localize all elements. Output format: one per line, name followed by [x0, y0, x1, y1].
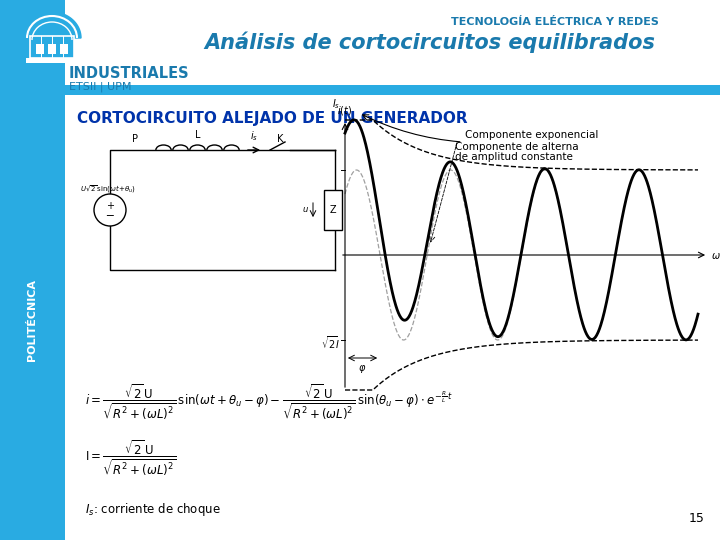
Text: Componente exponencial: Componente exponencial — [464, 130, 598, 140]
Text: $\mathrm{I} = \dfrac{\sqrt{2}\,\mathrm{U}}{\sqrt{R^2+(\omega L)^2}}$: $\mathrm{I} = \dfrac{\sqrt{2}\,\mathrm{U… — [85, 438, 176, 478]
Text: L: L — [194, 130, 200, 140]
Bar — [0, 0, 65, 540]
Text: u: u — [302, 206, 308, 214]
Text: de amplitud constante: de amplitud constante — [454, 152, 572, 162]
Bar — [30, 36, 74, 58]
Bar — [65, 85, 720, 95]
Text: $I_s$: corriente de choque: $I_s$: corriente de choque — [85, 502, 220, 518]
Text: Análisis de cortocircuitos equilibrados: Análisis de cortocircuitos equilibrados — [204, 31, 655, 53]
Text: $\omega t$: $\omega t$ — [711, 249, 720, 261]
Text: K: K — [276, 134, 283, 144]
Polygon shape — [23, 12, 81, 38]
Text: Z: Z — [330, 205, 336, 215]
Bar — [26, 58, 78, 63]
Bar — [48, 44, 56, 54]
Bar — [60, 44, 68, 54]
Text: TECNOLOGÍA ELÉCTRICA Y REDES: TECNOLOGÍA ELÉCTRICA Y REDES — [451, 17, 659, 27]
Text: POLITÉCNICA: POLITÉCNICA — [27, 279, 37, 361]
Text: $U\sqrt{2}\,\sin(\omega t{+}\theta_u)$: $U\sqrt{2}\,\sin(\omega t{+}\theta_u)$ — [80, 184, 136, 195]
Text: +: + — [106, 201, 114, 211]
Bar — [36, 44, 44, 54]
Text: $i_s$: $i_s$ — [250, 129, 258, 143]
Text: $I_s$: $I_s$ — [332, 98, 340, 111]
Text: $i = \dfrac{\sqrt{2}\,\mathrm{U}}{\sqrt{R^2+(\omega L)^2}}\,\sin(\omega t+\theta: $i = \dfrac{\sqrt{2}\,\mathrm{U}}{\sqrt{… — [85, 382, 453, 422]
Text: INDUSTRIALES: INDUSTRIALES — [69, 66, 189, 82]
Text: ─: ─ — [107, 210, 113, 220]
Text: $\sqrt{2}I$: $\sqrt{2}I$ — [321, 335, 340, 352]
Circle shape — [94, 194, 126, 226]
Text: Componente de alterna: Componente de alterna — [454, 142, 578, 152]
Text: $i(t)$: $i(t)$ — [338, 104, 353, 117]
Bar — [0, 0, 65, 95]
Text: $\varphi$: $\varphi$ — [359, 363, 366, 375]
Bar — [324, 190, 342, 230]
Text: ETSII | UPM: ETSII | UPM — [69, 82, 132, 92]
Text: CORTOCIRCUITO ALEJADO DE UN GENERADOR: CORTOCIRCUITO ALEJADO DE UN GENERADOR — [77, 111, 467, 125]
Text: P: P — [132, 134, 138, 144]
Text: 15: 15 — [689, 512, 705, 525]
